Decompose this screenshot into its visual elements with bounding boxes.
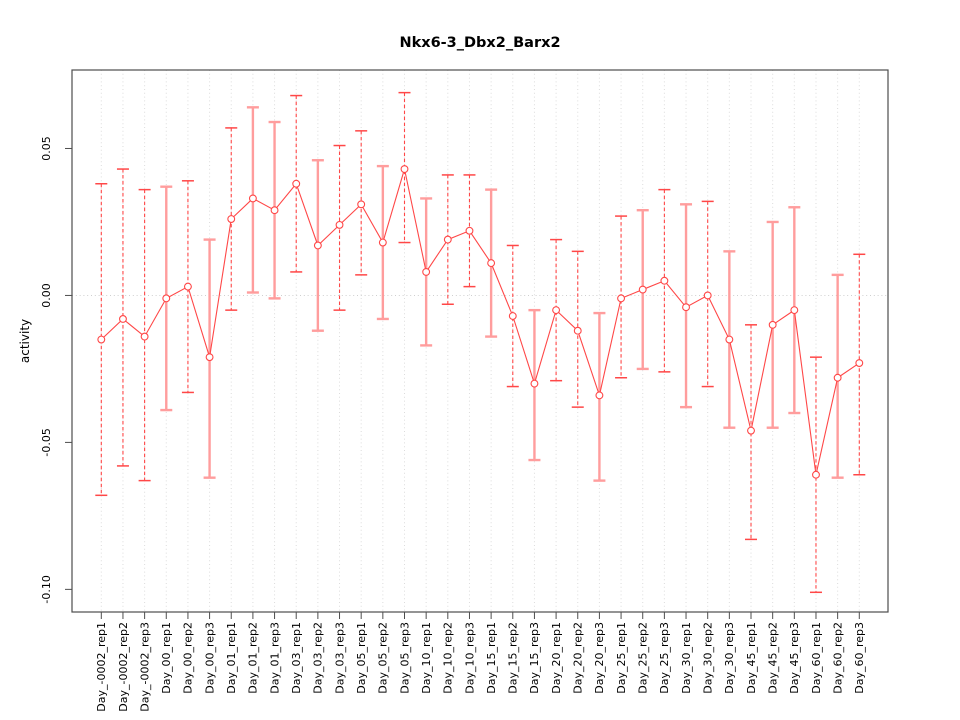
data-point-marker	[313, 241, 322, 250]
data-point-marker	[378, 238, 387, 247]
data-point-marker	[833, 373, 842, 382]
x-tick-label: Day_25_rep2	[637, 622, 650, 694]
data-point-marker	[573, 326, 582, 335]
x-tick-label: Day_25_rep1	[615, 622, 628, 694]
error-bars	[95, 91, 866, 594]
data-point-marker	[119, 315, 127, 323]
x-tick-label: Day_15_rep2	[507, 622, 520, 694]
x-tick-label: Day_15_rep3	[528, 622, 541, 694]
data-point-marker	[855, 359, 864, 367]
x-tick-label: Day_15_rep1	[485, 622, 498, 694]
data-point-marker	[162, 294, 171, 303]
x-tick-label: Day_05_rep1	[355, 622, 368, 694]
data-point-marker	[747, 426, 755, 435]
data-point-marker	[703, 291, 712, 300]
data-point-marker	[682, 303, 690, 312]
x-tick-label: Day_05_rep3	[398, 622, 411, 694]
x-tick-label: Day_45_rep2	[766, 622, 779, 694]
x-tick-label: Day_25_rep3	[658, 622, 671, 694]
tick-labels: 0.05 0.00 -0.05 -0.10 Day_-0002_rep1 Day_-000…	[40, 136, 866, 711]
data-point-marker	[617, 294, 626, 303]
data-point-marker	[487, 259, 496, 268]
x-tick-label: Day_10_rep2	[442, 622, 455, 694]
gridlines	[72, 70, 888, 612]
data-point-marker	[595, 391, 604, 400]
x-tick-label: Day_20_rep3	[593, 622, 606, 694]
data-point-marker	[183, 282, 192, 291]
x-tick-label: Day_03_rep2	[312, 622, 325, 694]
x-tick-label: Day_-0002_rep3	[138, 622, 151, 712]
y-tick-label: -0.05	[40, 428, 53, 456]
x-tick-label: Day_60_rep1	[810, 622, 823, 694]
x-tick-label: Day_60_rep2	[831, 622, 844, 694]
x-tick-label: Day_30_rep3	[723, 622, 736, 694]
data-point-marker	[97, 335, 106, 344]
x-tick-label: Day_03_rep3	[333, 622, 346, 694]
data-point-marker	[812, 470, 820, 479]
x-tick-label: Day_05_rep2	[377, 622, 390, 694]
chart-title: Nkx6-3_Dbx2_Barx2	[399, 35, 560, 51]
data-point-marker	[443, 235, 452, 244]
y-tick-label: 0.00	[40, 283, 53, 308]
x-tick-label: Day_00_rep2	[182, 622, 195, 694]
x-tick-label: Day_-0002_rep2	[117, 622, 130, 712]
x-tick-label: Day_00_rep3	[203, 622, 216, 694]
data-point-marker	[508, 312, 517, 320]
data-point-marker	[530, 379, 539, 388]
data-point-marker	[205, 353, 214, 362]
data-point-marker	[465, 226, 474, 235]
x-tick-label: Day_10_rep3	[463, 622, 476, 694]
x-tick-label: Day_10_rep1	[420, 622, 433, 694]
x-tick-label: Day_00_rep1	[160, 622, 173, 694]
data-point-marker	[335, 220, 344, 229]
data-point-marker	[790, 306, 799, 315]
data-point-marker	[552, 306, 561, 315]
series-line	[100, 168, 860, 475]
data-point-marker	[140, 332, 149, 341]
data-point-marker	[292, 179, 301, 188]
axes	[65, 69, 889, 619]
x-tick-label: Day_-0002_rep1	[95, 622, 108, 712]
x-tick-label: Day_01_rep1	[225, 622, 238, 694]
data-point-marker	[768, 320, 777, 329]
data-point-marker	[638, 285, 647, 294]
x-tick-label: Day_20_rep2	[572, 622, 585, 694]
y-tick-label: 0.05	[40, 136, 53, 161]
data-point-marker	[270, 206, 279, 215]
data-point-marker	[725, 335, 734, 344]
x-tick-label: Day_60_rep3	[853, 622, 866, 694]
x-tick-label: Day_20_rep1	[550, 622, 563, 694]
data-point-marker	[422, 267, 431, 276]
data-point-marker	[227, 215, 236, 223]
plot-border	[71, 69, 889, 613]
y-axis-label: activity	[18, 319, 32, 363]
x-tick-label: Day_45_rep1	[745, 622, 758, 694]
x-tick-label: Day_03_rep1	[290, 622, 303, 694]
x-tick-label: Day_01_rep2	[247, 622, 260, 694]
x-tick-label: Day_45_rep3	[788, 622, 801, 694]
data-point-marker	[660, 276, 669, 285]
x-tick-label: Day_01_rep3	[268, 622, 281, 694]
x-tick-label: Day_30_rep2	[701, 622, 714, 694]
data-point-marker	[400, 165, 409, 174]
data-point-marker	[248, 194, 257, 203]
data-series	[97, 165, 864, 479]
data-point-marker	[357, 200, 366, 209]
x-tick-label: Day_30_rep1	[680, 622, 693, 694]
y-tick-label: -0.10	[40, 575, 53, 603]
